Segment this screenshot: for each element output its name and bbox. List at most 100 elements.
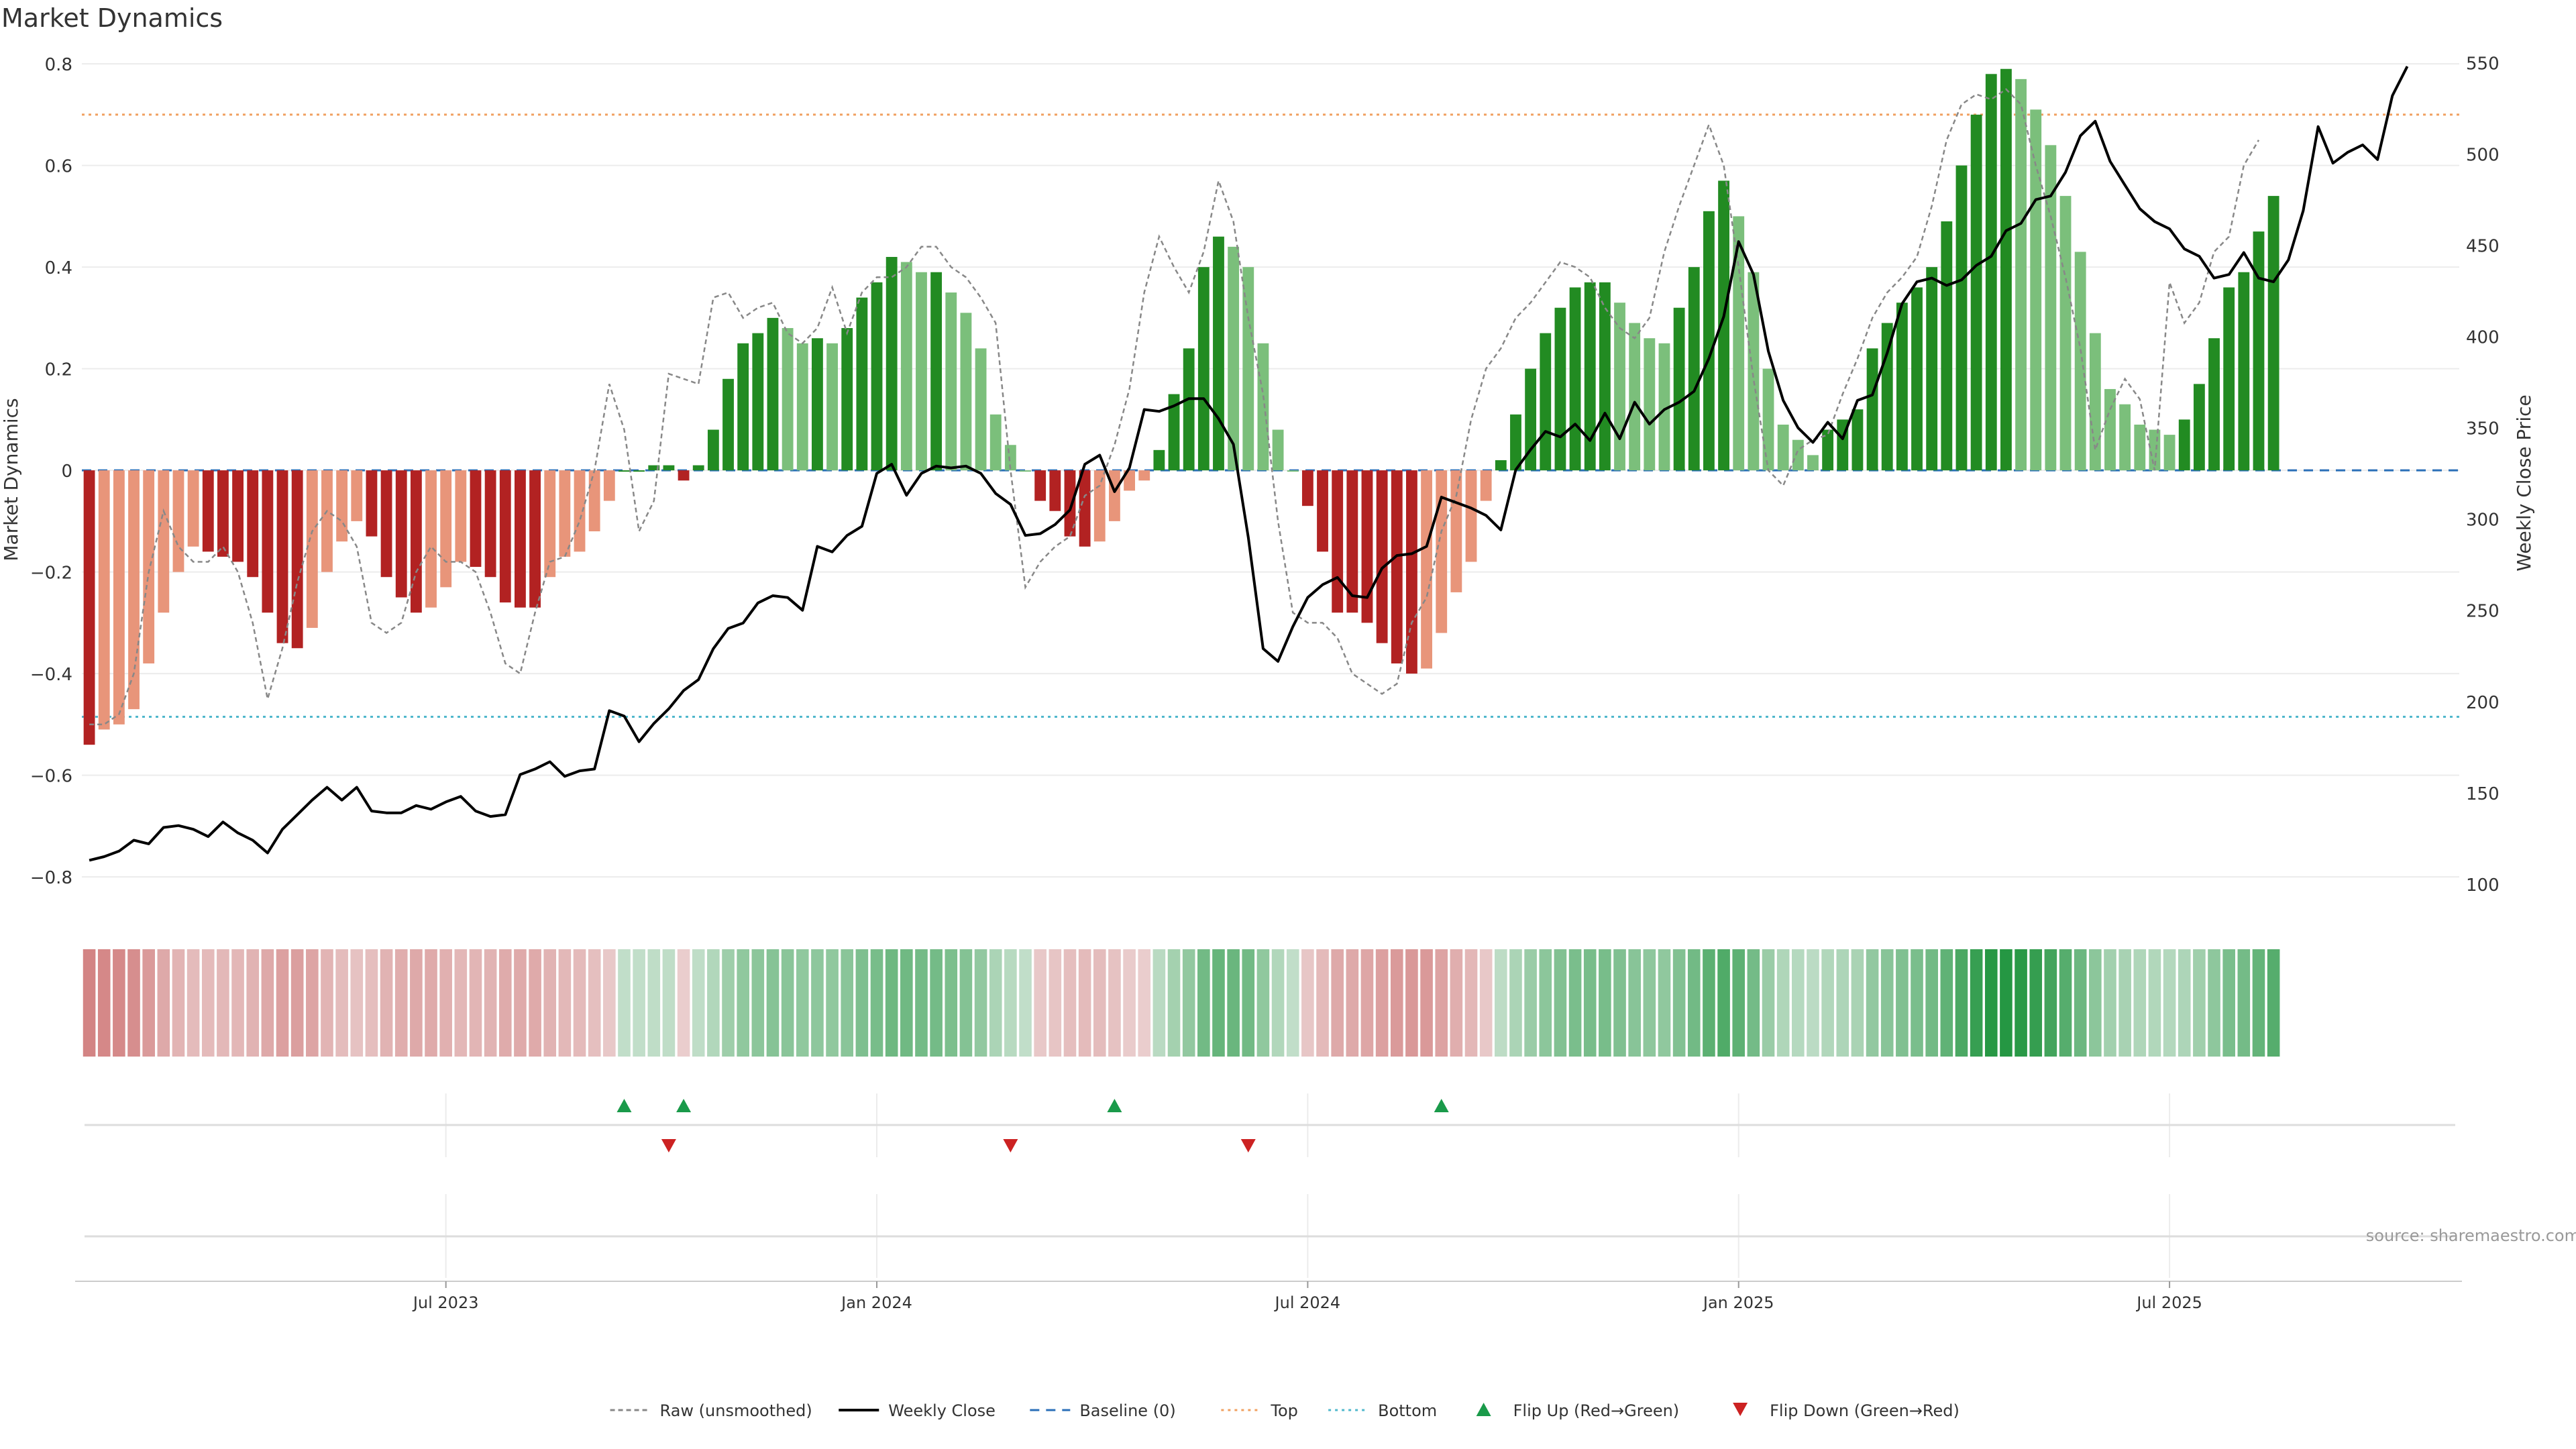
- dynamics-bar: [1688, 267, 1700, 471]
- heatmap-cell: [1792, 949, 1805, 1057]
- dynamics-bar: [158, 470, 170, 613]
- heatmap-cell: [781, 949, 794, 1057]
- dynamics-bar: [633, 470, 645, 472]
- dynamics-bar: [1361, 470, 1373, 623]
- heatmap-cell: [1063, 949, 1077, 1057]
- dynamics-bar: [143, 470, 155, 663]
- heatmap-cell: [707, 949, 720, 1057]
- y-axis-label-left: Market Dynamics: [0, 398, 22, 561]
- heatmap-cell: [425, 949, 437, 1057]
- dynamics-bar: [2238, 272, 2250, 471]
- legend-label: Flip Up (Red→Green): [1513, 1401, 1680, 1420]
- dynamics-bar: [930, 272, 943, 471]
- heatmap-cell: [1212, 949, 1225, 1057]
- heatmap-cell: [766, 949, 780, 1057]
- heatmap-cell: [1301, 949, 1314, 1057]
- dynamics-bar: [83, 470, 95, 745]
- heatmap-cell: [826, 949, 839, 1057]
- heatmap-cell: [2222, 949, 2235, 1057]
- dynamics-bar: [1792, 439, 1804, 471]
- heatmap-cell: [1687, 949, 1701, 1057]
- heatmap-cell: [1539, 949, 1552, 1057]
- y-tick-label-right: 400: [2466, 328, 2500, 348]
- heatmap-cell: [1568, 949, 1582, 1057]
- heatmap-cell: [1747, 949, 1760, 1057]
- grid-lines: [82, 63, 2459, 1278]
- heatmap-cell: [2133, 949, 2147, 1057]
- heatmap-cell: [1925, 949, 1938, 1057]
- dynamics-bar: [1703, 211, 1715, 471]
- heatmap-cell: [350, 949, 364, 1057]
- heatmap-cell: [1672, 949, 1686, 1057]
- dynamics-bar: [989, 414, 1002, 471]
- source-credit: source: sharemaestro.com: [2366, 1226, 2576, 1245]
- heatmap-cell: [2193, 949, 2206, 1057]
- heatmap-cell: [796, 949, 809, 1057]
- heatmap-cell: [2148, 949, 2161, 1057]
- dynamics-bar: [247, 470, 259, 578]
- y-tick-label-left: −0.2: [30, 564, 72, 584]
- heatmap-cell: [2000, 949, 2012, 1057]
- dynamics-bar: [515, 470, 526, 608]
- dynamics-bar: [366, 470, 378, 537]
- chart-title: Market Dynamics: [1, 3, 223, 33]
- dynamics-bar: [1881, 323, 1893, 471]
- heatmap-cell: [1405, 949, 1418, 1057]
- y-tick-label-left: −0.8: [30, 868, 72, 888]
- dynamics-bar: [796, 343, 808, 471]
- dynamics-bar: [603, 470, 615, 501]
- dynamics-bar: [1079, 470, 1091, 547]
- dynamics-bar: [1421, 470, 1432, 669]
- heatmap-cell: [930, 949, 943, 1057]
- heatmap-cell: [1807, 949, 1819, 1057]
- dynamics-bar: [1718, 180, 1729, 471]
- y-tick-label-right: 450: [2466, 237, 2500, 257]
- dynamics-bar: [2267, 196, 2279, 471]
- dynamics-bar: [1183, 348, 1195, 471]
- flip-up-marker: [616, 1099, 632, 1112]
- dynamics-bar: [1480, 470, 1492, 501]
- dynamics-bar: [1510, 414, 1521, 471]
- y-axis-left: 0.8 0.6 0.4 0.2 0 −0.2 −0.4 −0.6 −0.8: [30, 55, 72, 888]
- dynamics-bar: [826, 343, 838, 471]
- heatmap-cell: [1940, 949, 1953, 1057]
- heatmap-cell: [618, 949, 631, 1057]
- dynamics-bar: [841, 328, 853, 471]
- heatmap-cell: [1093, 949, 1106, 1057]
- dynamics-bar: [455, 470, 467, 562]
- heatmap-cell: [1554, 949, 1567, 1057]
- flip-up-marker: [1434, 1099, 1449, 1112]
- y-tick-label-right: 300: [2466, 511, 2500, 531]
- raw-unsmoothed-line: [89, 88, 2260, 726]
- dynamics-bar: [782, 328, 794, 471]
- heatmap-cell: [1152, 949, 1166, 1057]
- legend-label: Bottom: [1378, 1401, 1437, 1420]
- dynamics-bar: [692, 465, 704, 471]
- heatmap-cell: [201, 949, 215, 1057]
- heatmap-cell: [498, 949, 512, 1057]
- heatmap-cell: [290, 949, 304, 1057]
- dynamics-bar: [484, 470, 496, 578]
- dynamics-bar: [2015, 78, 2027, 471]
- heatmap-cell: [1108, 949, 1121, 1057]
- dynamics-bar: [262, 470, 274, 613]
- y-tick-label-right: 150: [2466, 784, 2500, 804]
- heatmap-cell: [1182, 949, 1195, 1057]
- dynamics-bar: [871, 282, 883, 471]
- dynamics-bar: [410, 470, 422, 613]
- heatmap-cell: [855, 949, 869, 1057]
- dynamics-bar: [2059, 196, 2072, 471]
- dynamics-bar: [1569, 287, 1581, 471]
- dynamics-bar: [2000, 68, 2012, 471]
- heatmap-cell: [1880, 949, 1894, 1057]
- heatmap-cell: [1004, 949, 1017, 1057]
- dynamics-bar: [1911, 287, 1923, 471]
- dynamics-bar: [1495, 460, 1507, 471]
- dynamics-bar: [1138, 470, 1150, 481]
- dynamics-bar: [2178, 419, 2190, 471]
- heatmap-cell: [915, 949, 928, 1057]
- dynamics-bar: [619, 470, 630, 472]
- heatmap-cell: [573, 949, 586, 1057]
- dynamics-bar: [470, 470, 482, 568]
- heatmap-cell: [1049, 949, 1062, 1057]
